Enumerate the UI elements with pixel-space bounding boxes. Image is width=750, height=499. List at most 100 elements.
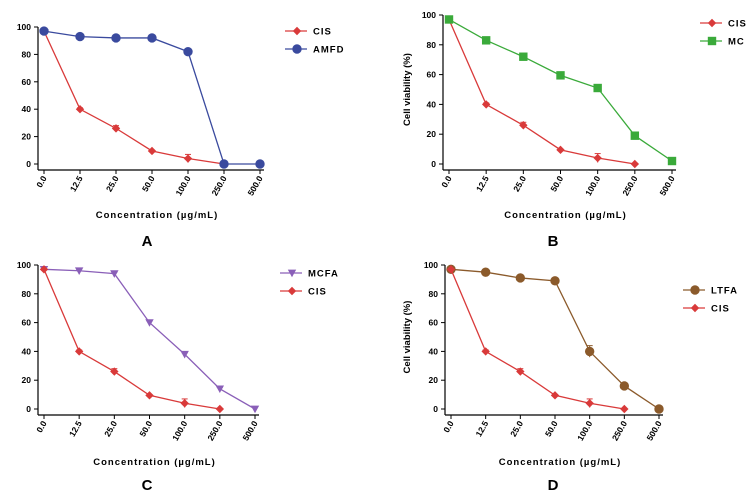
y-tick-label: 20 [22, 132, 32, 142]
y-tick-label: 40 [22, 346, 32, 356]
data-point [550, 391, 560, 400]
x-tick-label: 250.0 [209, 174, 228, 198]
legend-marker [292, 44, 302, 54]
chart-panel-d: 0 20 40 60 80 100 0.0 12.5 25.0 50.0 100.0 250.0 500… [402, 260, 737, 494]
data-point [593, 83, 602, 93]
y-tick-label: 100 [17, 260, 31, 270]
x-tick-label: 0.0 [439, 174, 454, 189]
series-line [450, 269, 625, 410]
data-point [519, 52, 528, 61]
data-point [110, 367, 119, 376]
y-tick-label: 100 [424, 260, 438, 270]
series-line [448, 19, 635, 165]
x-axis-label: Concentration (µg/mL) [504, 210, 627, 221]
legend-label: AMFD [313, 45, 344, 56]
legend-marker [287, 269, 297, 278]
y-tick-label: 60 [22, 77, 32, 87]
y-tick-label: 20 [429, 375, 439, 385]
y-tick-label: 0 [26, 404, 31, 414]
data-point [110, 270, 119, 278]
data-point [620, 404, 629, 414]
x-tick-label: 0.0 [34, 419, 49, 434]
data-point [75, 105, 85, 114]
data-point [515, 273, 526, 283]
data-point [556, 71, 565, 80]
data-point [183, 46, 193, 57]
series-cis [446, 265, 629, 414]
data-point [75, 31, 85, 42]
data-point [481, 347, 490, 356]
data-point [556, 145, 565, 155]
x-tick-label: 50.0 [140, 174, 157, 194]
data-point [145, 319, 154, 327]
legend-marker [292, 26, 302, 36]
data-point [219, 159, 229, 169]
series-amfd [39, 26, 265, 169]
y-tick-label: 100 [17, 22, 31, 32]
chart-panel-b: 0 20 40 60 80 100 0.0 12.5 25.0 50.0 100.0 250.0 500… [402, 10, 746, 250]
data-point [481, 100, 491, 109]
panel-label: A [142, 233, 153, 250]
y-tick-label: 40 [427, 99, 437, 109]
x-tick-label: 100.0 [173, 174, 192, 198]
x-tick-label: 50.0 [548, 174, 565, 194]
data-point [585, 399, 594, 408]
data-point [516, 367, 525, 376]
series-line [43, 269, 220, 410]
panel-label: D [548, 477, 559, 494]
y-tick-label: 80 [429, 289, 439, 299]
panel-label: B [548, 233, 559, 250]
legend-label: CIS [308, 287, 327, 298]
legend-label: CIS [313, 27, 332, 38]
series-line [43, 30, 260, 165]
data-point [550, 276, 560, 286]
data-point [145, 391, 154, 400]
x-tick-label: 50.0 [137, 419, 154, 439]
data-point [250, 405, 260, 414]
y-axis-label: Cell viability (%) [402, 301, 413, 374]
data-point [180, 350, 189, 359]
y-axis-label: Cell viability (%) [402, 53, 413, 126]
x-tick-label: 500.0 [657, 174, 676, 198]
data-point [630, 159, 640, 169]
data-point [147, 33, 157, 43]
series-line [43, 268, 256, 410]
y-tick-label: 40 [429, 346, 439, 356]
data-point [111, 124, 121, 133]
data-point [667, 156, 677, 166]
legend-label: CIS [711, 304, 730, 315]
y-tick-label: 80 [22, 289, 32, 299]
data-point [619, 381, 630, 391]
y-tick-label: 80 [22, 49, 32, 59]
y-tick-label: 60 [427, 70, 437, 80]
legend-marker [707, 36, 717, 46]
data-point [74, 347, 84, 356]
legend-label: MCFA [308, 269, 339, 280]
series-cis [39, 26, 229, 169]
x-axis-label: Concentration (µg/mL) [499, 457, 622, 468]
x-tick-label: 0.0 [34, 174, 49, 189]
y-tick-label: 40 [22, 104, 32, 114]
data-point [654, 404, 664, 414]
data-point [481, 36, 491, 45]
data-point [444, 15, 454, 24]
data-point [74, 267, 84, 275]
x-tick-label: 25.0 [508, 419, 525, 439]
x-tick-label: 12.5 [68, 174, 85, 194]
x-tick-label: 500.0 [240, 419, 259, 443]
x-tick-label: 500.0 [644, 419, 663, 443]
series-line [43, 30, 225, 165]
y-tick-label: 0 [433, 404, 438, 414]
data-point [446, 265, 456, 274]
data-point [111, 33, 121, 43]
data-point [39, 26, 49, 36]
y-tick-label: 60 [429, 318, 439, 328]
x-tick-label: 25.0 [511, 174, 528, 194]
data-point [593, 153, 602, 163]
series-cis [444, 15, 640, 169]
x-tick-label: 12.5 [67, 419, 84, 439]
y-tick-label: 100 [422, 10, 436, 20]
data-point [183, 154, 193, 163]
y-tick-label: 0 [431, 159, 436, 169]
